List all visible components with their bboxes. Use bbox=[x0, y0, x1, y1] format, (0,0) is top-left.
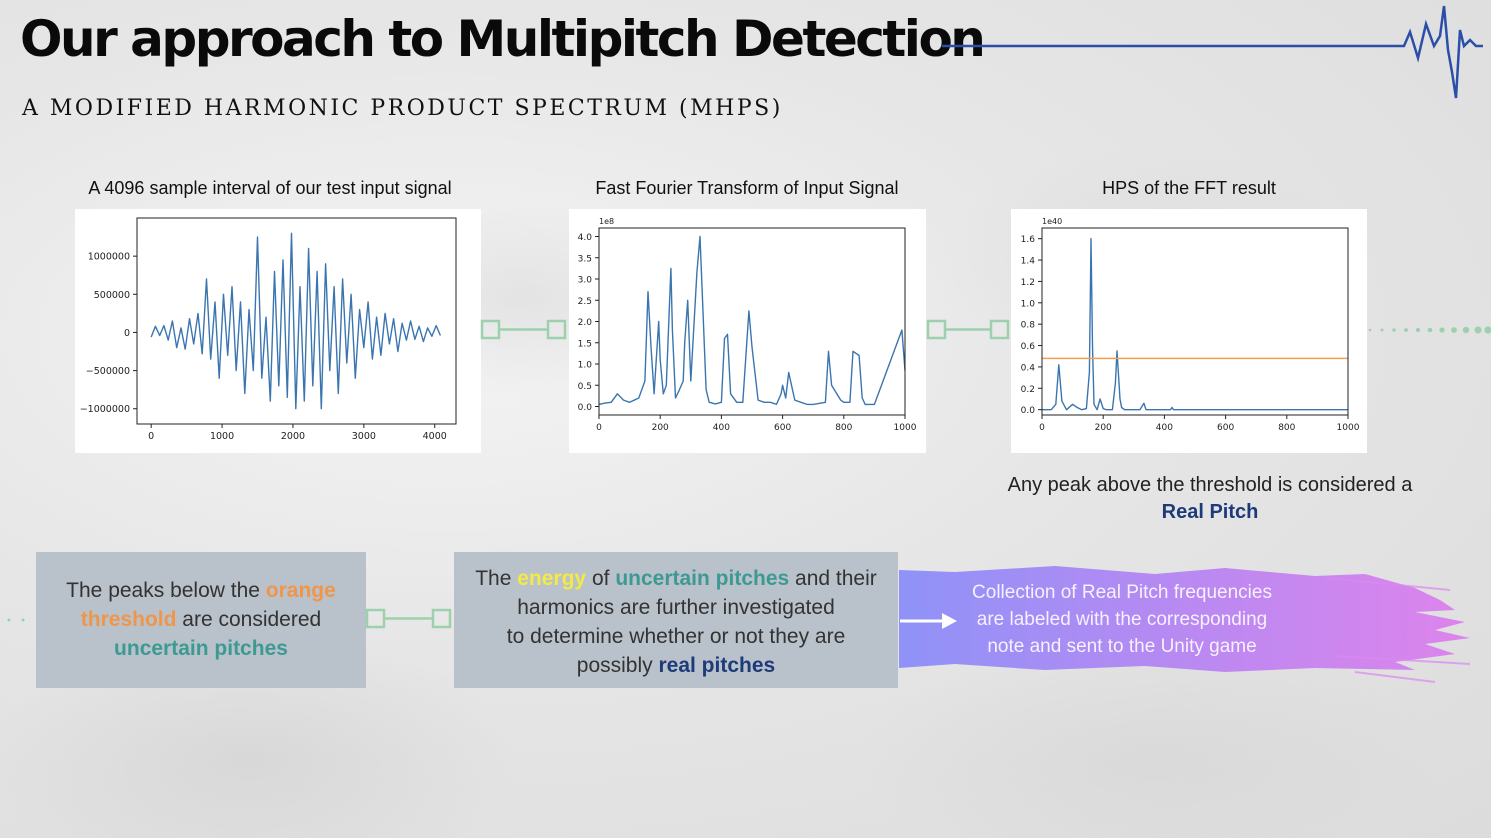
hps-plot-caption: HPS of the FFT result bbox=[1102, 178, 1276, 198]
x-tick-label: 1000 bbox=[894, 423, 917, 433]
y-tick-label: 0.5 bbox=[578, 382, 592, 392]
y-tick-label: 3.0 bbox=[578, 276, 593, 286]
x-tick-label: 800 bbox=[835, 423, 852, 433]
energy-investigation-box: The energy of uncertain pitches and thei… bbox=[454, 552, 898, 688]
y-tick-label: 1.5 bbox=[578, 339, 592, 349]
box1-considered-text: are considered bbox=[176, 608, 322, 631]
x-tick-label: 200 bbox=[1095, 423, 1112, 433]
box1-uncertain-pitches: uncertain pitches bbox=[114, 637, 288, 660]
hps-plot: 0 200 400 600 800 1000 0.0 0.2 0.4 0.6 0.8 1.0 1.2 1.… bbox=[1021, 217, 1360, 433]
box2-line2: harmonics are further investigated bbox=[517, 596, 835, 619]
box2-energy-word: energy bbox=[517, 567, 587, 590]
y-tick-label: 0.0 bbox=[578, 403, 593, 413]
page-title: Our approach to Multipitch Detection bbox=[20, 10, 986, 68]
y-tick-label: 500000 bbox=[94, 290, 130, 301]
series-line bbox=[150, 232, 442, 410]
x-tick-label: 200 bbox=[652, 423, 669, 433]
fft-plot-panel: 0 200 400 600 800 1000 0.0 0.5 1.0 1.5 2.0 2.5 3.0 3.… bbox=[569, 209, 926, 453]
y-tick-label: 0.2 bbox=[1021, 385, 1035, 395]
box2-of-text: of bbox=[586, 567, 616, 590]
y-tick-label: 2.0 bbox=[578, 318, 593, 328]
y-tick-label: 3.5 bbox=[578, 254, 592, 264]
heartbeat-line-icon bbox=[942, 5, 1483, 99]
signal-plot-panel: 0 1000 2000 3000 4000 −1000000 −500000 0 500000 1… bbox=[75, 209, 481, 453]
x-tick-label: 4000 bbox=[423, 431, 447, 442]
hps-plot-panel: 0 200 400 600 800 1000 0.0 0.2 0.4 0.6 0.8 1.0 1.2 1.… bbox=[1011, 209, 1367, 453]
right-arrow-icon bbox=[900, 613, 957, 629]
box1-text: The peaks below the bbox=[66, 579, 266, 602]
fft-plot: 0 200 400 600 800 1000 0.0 0.5 1.0 1.5 2.0 2.5 3.0 3.… bbox=[578, 217, 917, 433]
y-tick-label: 1.2 bbox=[1021, 278, 1035, 288]
box2-real-pitches: real pitches bbox=[658, 654, 776, 677]
y-tick-label: 4.0 bbox=[578, 233, 593, 243]
box2-possibly-text: possibly bbox=[576, 654, 659, 677]
x-tick-label: 1000 bbox=[210, 431, 234, 442]
threshold-note-real-pitch: Real Pitch bbox=[1161, 501, 1259, 523]
box1-orange-word: orange bbox=[265, 579, 336, 602]
axis-offset-label: 1e8 bbox=[599, 217, 614, 226]
series-line bbox=[598, 235, 906, 406]
box2-line3: to determine whether or not they are bbox=[506, 625, 846, 648]
x-tick-label: 2000 bbox=[281, 431, 305, 442]
y-tick-label: 0.6 bbox=[1021, 342, 1036, 352]
y-tick-label: 1.6 bbox=[1021, 235, 1036, 245]
plot-frame bbox=[598, 227, 906, 416]
box2-text: The bbox=[475, 567, 518, 590]
uncertain-pitches-box: The peaks below the orange threshold are… bbox=[36, 552, 366, 688]
brush-stroke-background bbox=[899, 566, 1471, 683]
box2-uncertain-pitches: uncertain pitches bbox=[615, 567, 790, 590]
plot-frame bbox=[1041, 227, 1349, 416]
signal-plot: 0 1000 2000 3000 4000 −1000000 −500000 0 500000 1… bbox=[80, 217, 457, 442]
series-line bbox=[1042, 238, 1348, 411]
axis-offset-label: 1e40 bbox=[1042, 217, 1062, 226]
y-tick-label: −1000000 bbox=[80, 404, 130, 415]
x-tick-label: 0 bbox=[148, 431, 154, 442]
x-tick-label: 0 bbox=[596, 423, 602, 433]
threshold-note-line1: Any peak above the threshold is consider… bbox=[1007, 474, 1413, 496]
y-tick-label: 0.4 bbox=[1021, 363, 1036, 373]
dotted-trail-right bbox=[1368, 326, 1491, 334]
connector-signal-fft bbox=[480, 319, 567, 340]
plot-frame bbox=[136, 217, 457, 425]
y-tick-label: 0.0 bbox=[1021, 406, 1036, 416]
connector-fft-hps bbox=[926, 319, 1010, 340]
dotted-trail-left bbox=[7, 618, 25, 622]
x-tick-label: 1000 bbox=[1337, 423, 1360, 433]
y-tick-label: 1000000 bbox=[88, 252, 130, 263]
x-tick-label: 3000 bbox=[352, 431, 376, 442]
x-tick-label: 0 bbox=[1039, 423, 1045, 433]
y-tick-label: 1.0 bbox=[1021, 299, 1036, 309]
box2-and-their-text: and their bbox=[789, 567, 877, 590]
x-tick-label: 400 bbox=[713, 423, 730, 433]
x-tick-label: 400 bbox=[1156, 423, 1173, 433]
y-tick-label: 1.4 bbox=[1021, 257, 1036, 267]
y-tick-label: 0 bbox=[124, 328, 130, 339]
signal-plot-caption: A 4096 sample interval of our test input… bbox=[88, 178, 452, 198]
x-tick-label: 600 bbox=[1217, 423, 1234, 433]
fft-plot-caption: Fast Fourier Transform of Input Signal bbox=[595, 178, 899, 198]
y-tick-label: 1.0 bbox=[578, 361, 593, 371]
purple-line1: Collection of Real Pitch frequencies bbox=[972, 582, 1272, 603]
purple-line2: are labeled with the corresponding bbox=[976, 609, 1268, 630]
page-subtitle: A MODIFIED HARMONIC PRODUCT SPECTRUM (MH… bbox=[22, 96, 783, 121]
purple-line3: note and sent to the Unity game bbox=[987, 636, 1257, 657]
threshold-note: Any peak above the threshold is consider… bbox=[990, 474, 1430, 524]
connector-box1-box2 bbox=[365, 608, 452, 629]
x-tick-label: 600 bbox=[774, 423, 791, 433]
real-pitch-output-text: Collection of Real Pitch frequencies are… bbox=[952, 579, 1292, 660]
y-tick-label: −500000 bbox=[86, 366, 130, 377]
x-tick-label: 800 bbox=[1278, 423, 1295, 433]
y-tick-label: 2.5 bbox=[578, 297, 592, 307]
y-tick-label: 0.8 bbox=[1021, 321, 1036, 331]
box1-threshold-word: threshold bbox=[80, 608, 177, 631]
